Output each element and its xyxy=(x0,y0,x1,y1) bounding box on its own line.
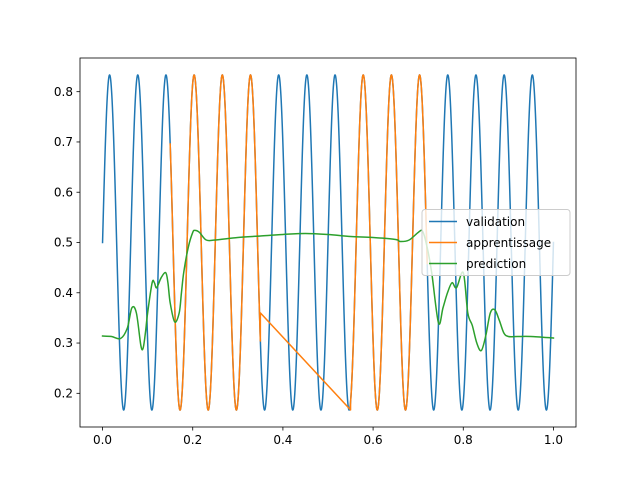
legend: validation apprentissage prediction xyxy=(421,209,571,276)
y-tick-label: 0.3 xyxy=(54,336,73,350)
y-tick-label: 0.5 xyxy=(54,236,73,250)
x-tick-label: 0.8 xyxy=(454,433,473,447)
x-tick-label: 0.2 xyxy=(183,433,202,447)
x-axis: 0.0 0.2 0.4 0.6 0.8 1.0 xyxy=(93,427,563,447)
series-line-prediction xyxy=(101,229,555,352)
legend-box xyxy=(421,209,571,276)
x-tick-label: 1.0 xyxy=(544,433,563,447)
series-line-apprentissage xyxy=(169,74,428,411)
legend-label-validation: validation xyxy=(466,215,525,229)
x-tick-label: 0.0 xyxy=(93,433,112,447)
legend-label-apprentissage: apprentissage xyxy=(466,236,551,250)
y-tick-label: 0.2 xyxy=(54,387,73,401)
x-tick-label: 0.6 xyxy=(364,433,383,447)
y-axis: 0.2 0.3 0.4 0.5 0.6 0.7 0.8 xyxy=(54,85,80,401)
legend-label-prediction: prediction xyxy=(466,257,526,271)
y-tick-label: 0.6 xyxy=(54,185,73,199)
y-tick-label: 0.7 xyxy=(54,135,73,149)
y-tick-label: 0.8 xyxy=(54,85,73,99)
x-tick-label: 0.4 xyxy=(273,433,292,447)
series-layer xyxy=(101,74,555,411)
y-tick-label: 0.4 xyxy=(54,286,73,300)
